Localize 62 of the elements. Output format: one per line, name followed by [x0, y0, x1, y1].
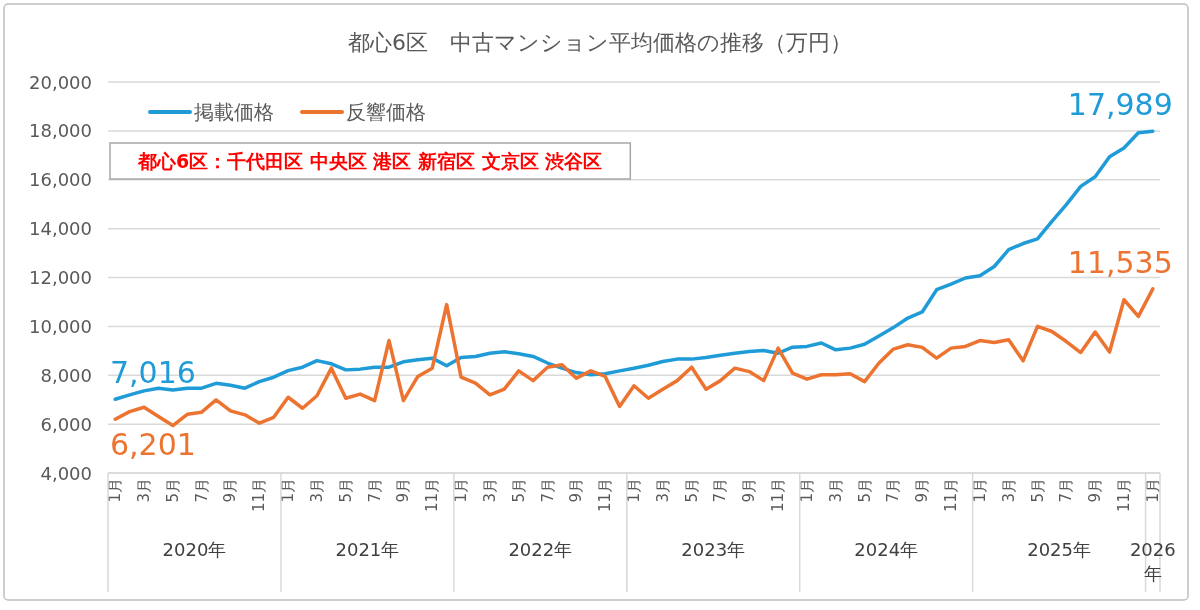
legend-label: 掲載価格 — [194, 100, 274, 124]
x-tick-label: 11月 — [769, 478, 788, 513]
x-tick-label: 1月 — [970, 478, 989, 503]
annotation: 都心6区：千代田区 中央区 港区 新宿区 文京区 渋谷区 — [137, 150, 603, 172]
x-tick-label: 5月 — [336, 478, 355, 503]
x-tick-label: 5月 — [163, 478, 182, 503]
data-label: 6,201 — [110, 427, 196, 463]
x-tick-label: 11月 — [1114, 478, 1133, 513]
x-tick-label: 3月 — [307, 478, 326, 503]
y-tick-label: 12,000 — [29, 267, 92, 288]
x-tick-label: 7月 — [1057, 478, 1076, 503]
x-tick-label: 5月 — [509, 478, 528, 503]
data-label: 7,016 — [110, 355, 196, 391]
x-tick-label: 3月 — [135, 478, 154, 503]
y-tick-label: 20,000 — [29, 71, 92, 93]
x-tick-label: 11月 — [423, 478, 442, 513]
x-tick-label: 1月 — [452, 478, 471, 503]
text: 2022年 — [508, 539, 573, 560]
text: 2023年 — [681, 539, 746, 560]
x-tick-label: 5月 — [1028, 478, 1047, 503]
text: 2020年 — [162, 539, 227, 560]
x-tick-label: 9月 — [394, 478, 413, 503]
legend-label: 反響価格 — [346, 100, 426, 124]
text: 2021年 — [335, 539, 400, 560]
x-tick-label: 7月 — [538, 478, 557, 503]
y-tick-label: 4,000 — [40, 462, 92, 484]
y-tick-label: 14,000 — [29, 218, 92, 240]
data-label: 17,989 — [1067, 87, 1173, 123]
x-tick-label: 3月 — [826, 478, 845, 503]
y-tick-label: 6,000 — [40, 413, 92, 435]
x-tick-label: 11月 — [596, 478, 615, 513]
x-tick-label: 3月 — [480, 478, 499, 503]
x-tick-label: 9月 — [1086, 478, 1105, 503]
y-tick-label: 16,000 — [29, 169, 92, 191]
x-tick-label: 9月 — [221, 478, 240, 503]
x-tick-label: 9月 — [913, 478, 932, 503]
x-tick-label: 1月 — [797, 478, 816, 503]
x-tick-label: 5月 — [855, 478, 874, 503]
text: 2025年 — [1027, 539, 1092, 560]
x-tick-label: 1月 — [1143, 478, 1162, 503]
x-tick-label: 11月 — [942, 478, 961, 513]
data-label: 11,535 — [1067, 244, 1173, 280]
text: 2024年 — [854, 539, 919, 560]
x-tick-label: 3月 — [999, 478, 1018, 503]
x-tick-label: 7月 — [711, 478, 730, 503]
x-tick-label: 7月 — [192, 478, 211, 503]
x-tick-label: 7月 — [884, 478, 903, 503]
x-tick-label: 5月 — [682, 478, 701, 503]
line-series — [113, 287, 1155, 428]
y-tick-label: 8,000 — [40, 364, 92, 386]
x-tick-label: 9月 — [567, 478, 586, 503]
y-tick-label: 10,000 — [29, 315, 92, 337]
x-tick-label: 7月 — [365, 478, 384, 503]
text: 2026年 — [1129, 539, 1176, 584]
x-tick-label: 9月 — [740, 478, 759, 503]
chart-title: 都心6区 中古マンション平均価格の推移（万円） — [348, 30, 852, 55]
x-tick-label: 11月 — [250, 478, 269, 513]
y-tick-label: 18,000 — [29, 120, 92, 142]
x-tick-label: 1月 — [106, 478, 125, 503]
x-tick-label: 1月 — [279, 478, 298, 503]
x-tick-label: 3月 — [653, 478, 672, 503]
x-tick-label: 1月 — [625, 478, 643, 503]
